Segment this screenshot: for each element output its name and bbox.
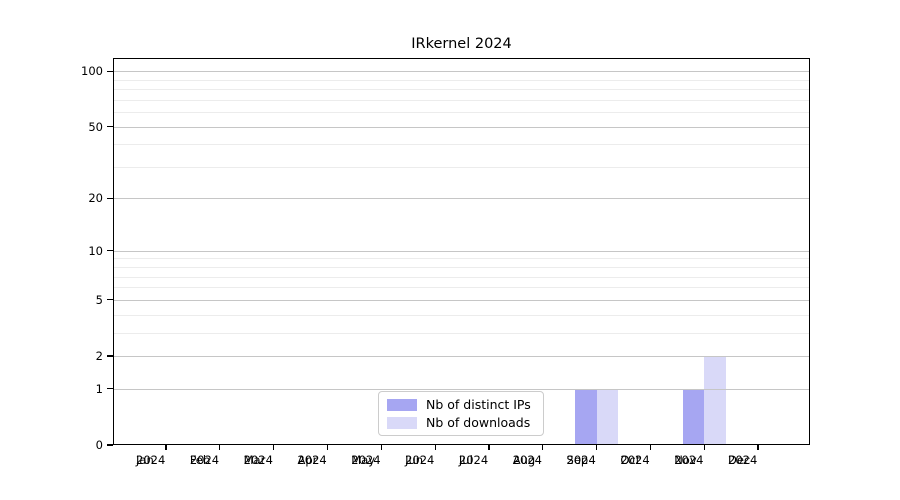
gridline-minor — [114, 79, 809, 81]
y-tick-mark — [107, 250, 113, 252]
gridline-minor — [114, 166, 809, 168]
y-tick-mark — [107, 125, 113, 128]
x-tick-month: Oct — [620, 453, 641, 467]
x-tick-month: Mar — [243, 453, 266, 467]
gridline-major — [114, 388, 809, 390]
gridline-minor — [114, 287, 809, 289]
gridline-major — [114, 250, 809, 252]
y-tick-mark — [107, 388, 113, 390]
x-tick-mark — [165, 445, 167, 450]
x-tick-year: 2024 — [728, 453, 758, 467]
y-tick-label: 0 — [95, 438, 103, 452]
bar-distinct-ips-sep — [575, 388, 597, 445]
legend: Nb of distinct IPs Nb of downloads — [378, 391, 544, 436]
x-tick-month: Aug — [512, 453, 536, 467]
y-tick-label: 50 — [88, 119, 103, 134]
y-tick-label: 10 — [88, 243, 103, 258]
x-tick-month: May — [351, 453, 376, 467]
x-tick-year: 2024 — [189, 453, 220, 467]
x-tick-month: Nov — [674, 453, 697, 467]
bar-downloads-nov — [704, 356, 726, 445]
y-tick-mark — [107, 444, 113, 446]
gridline-major — [114, 299, 809, 301]
x-tick-year: 2024 — [512, 453, 543, 467]
x-tick-mark — [649, 445, 651, 450]
x-tick-mark — [488, 445, 490, 450]
x-tick-year: 2024 — [351, 453, 381, 467]
legend-item-distinct-ips: Nb of distinct IPs — [387, 397, 535, 412]
plot-frame — [113, 58, 810, 445]
gridline-major — [114, 356, 809, 357]
x-tick-mark — [219, 445, 221, 450]
x-tick-mark — [380, 445, 382, 450]
x-tick-month: Jun — [405, 453, 424, 467]
y-tick-label: 2 — [95, 349, 103, 363]
legend-item-downloads: Nb of downloads — [387, 415, 535, 430]
y-tick-label: 5 — [95, 292, 103, 307]
gridline-major — [114, 198, 809, 200]
gridline-minor — [114, 144, 809, 146]
gridline-minor — [114, 99, 809, 101]
legend-label-distinct-ips: Nb of distinct IPs — [426, 397, 531, 412]
bar-distinct-ips-nov — [682, 388, 705, 445]
x-tick-year: 2024 — [243, 453, 273, 467]
gridline-minor — [114, 89, 809, 91]
chart-title: IRkernel 2024 — [411, 36, 512, 52]
y-tick-label: 1 — [95, 381, 103, 396]
x-tick-month: Apr — [297, 453, 318, 467]
gridline-minor — [114, 314, 809, 316]
x-tick-year: 2024 — [136, 453, 166, 467]
x-tick-year: 2024 — [405, 453, 435, 467]
bar-downloads-sep — [596, 388, 619, 445]
x-tick-year: 2024 — [297, 453, 327, 467]
x-tick-mark — [757, 445, 759, 450]
x-tick-mark — [542, 445, 544, 450]
gridline-minor — [114, 258, 809, 260]
y-tick-mark — [107, 70, 113, 72]
x-tick-mark — [595, 445, 598, 450]
x-tick-year: 2024 — [458, 453, 489, 467]
legend-label-downloads: Nb of downloads — [426, 415, 531, 430]
legend-swatch-distinct-ips — [387, 398, 417, 411]
x-tick-month: Jan — [136, 453, 154, 467]
x-tick-year: 2024 — [674, 453, 704, 467]
gridline-minor — [114, 332, 809, 334]
gridline-minor — [114, 267, 809, 269]
x-tick-year: 2024 — [620, 453, 650, 467]
y-tick-label: 20 — [88, 191, 103, 206]
y-tick-mark — [107, 355, 113, 357]
x-tick-mark — [703, 445, 705, 450]
x-tick-month: Jul — [458, 453, 473, 467]
x-tick-mark — [434, 445, 436, 450]
gridline-minor — [114, 276, 809, 278]
y-tick-mark — [107, 299, 113, 301]
gridline-minor — [114, 112, 809, 114]
y-tick-mark — [107, 197, 113, 199]
x-tick-year: 2024 — [566, 453, 596, 467]
x-tick-month: Sep — [566, 453, 589, 467]
x-tick-mark — [326, 445, 329, 450]
x-tick-month: Feb — [189, 453, 211, 467]
legend-swatch-downloads — [387, 416, 417, 429]
y-tick-label: 100 — [81, 64, 103, 79]
x-tick-mark — [273, 445, 275, 450]
x-tick-month: Dec — [728, 453, 751, 467]
gridline-major — [114, 126, 809, 128]
gridline-major — [114, 71, 809, 73]
